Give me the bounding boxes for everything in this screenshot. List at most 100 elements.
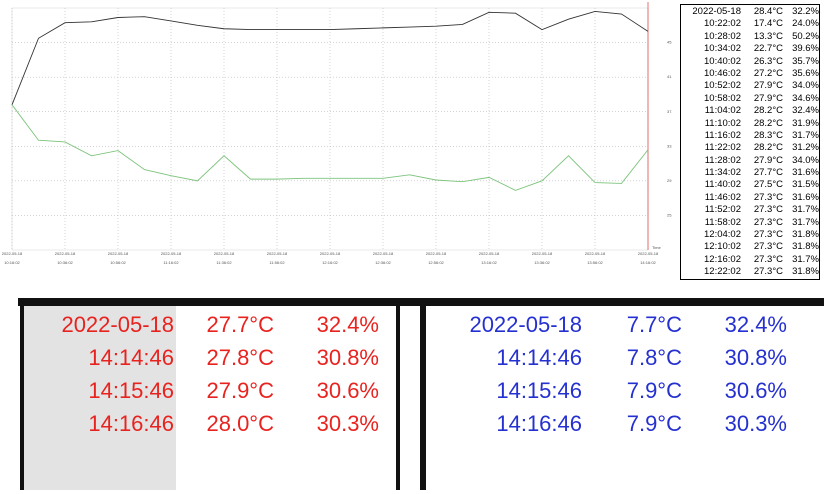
log-cell: 31.7% bbox=[792, 204, 819, 216]
log-cell: 31.7% bbox=[792, 253, 819, 265]
panel-right: 2022-05-18 7.7°C 32.4% 14:14:46 7.8°C 30.8% 14… bbox=[420, 306, 824, 490]
log-row: 10:46:02 27.2°C 35.6% bbox=[685, 68, 819, 80]
log-cell: 12:22:02 bbox=[704, 266, 741, 278]
log-row: 11:22:02 28.2°C 31.2% bbox=[685, 142, 819, 154]
panel-cell: 27.8°C bbox=[206, 345, 274, 370]
log-cell: 34.0% bbox=[792, 154, 819, 166]
x-tick-label: 13:56:02 bbox=[587, 260, 603, 265]
panel-cell: 32.4% bbox=[316, 312, 379, 337]
log-row: 10:52:02 27.9°C 34.0% bbox=[685, 80, 819, 92]
log-cell: 27.3°C bbox=[753, 191, 783, 203]
log-cell: 39.6% bbox=[792, 43, 819, 55]
panel-cell: 14:16:46 bbox=[496, 411, 582, 436]
panel-row: 14:16:46 28.0°C 30.3% bbox=[24, 409, 379, 439]
log-row: 12:10:02 27.3°C 31.8% bbox=[685, 241, 819, 253]
x-axis-label: Time bbox=[652, 245, 662, 250]
log-cell: 32.2% bbox=[792, 6, 819, 17]
log-cell: 31.2% bbox=[792, 142, 819, 154]
panel-cell: 14:15:46 bbox=[496, 378, 582, 403]
log-cell: 27.3°C bbox=[753, 253, 783, 265]
log-row: 10:58:02 27.9°C 34.6% bbox=[685, 93, 819, 105]
log-row: 11:46:02 27.3°C 31.6% bbox=[685, 192, 819, 204]
log-row: 11:34:02 27.7°C 31.6% bbox=[685, 167, 819, 179]
log-cell: 27.3°C bbox=[753, 266, 783, 278]
log-cell: 11:58:02 bbox=[704, 216, 741, 228]
log-row: 10:34:02 22.7°C 39.6% bbox=[685, 43, 819, 55]
panel-cell: 28.0°C bbox=[206, 411, 274, 436]
panel-cell: 14:14:46 bbox=[88, 345, 174, 370]
log-cell: 27.9°C bbox=[753, 80, 783, 92]
log-row: 10:40:02 26.3°C 35.7% bbox=[685, 56, 819, 68]
panel-cell: 2022-05-18 bbox=[61, 312, 174, 337]
log-cell: 11:46:02 bbox=[704, 191, 741, 203]
log-cell: 11:40:02 bbox=[704, 179, 741, 191]
log-cell: 31.6% bbox=[792, 167, 819, 179]
log-cell: 31.7% bbox=[792, 129, 819, 141]
log-cell: 27.3°C bbox=[753, 229, 783, 241]
log-cell: 27.3°C bbox=[753, 204, 783, 216]
log-cell: 11:16:02 bbox=[704, 129, 741, 141]
panel-row: 14:14:46 27.8°C 30.8% bbox=[24, 343, 379, 373]
log-cell: 27.9°C bbox=[753, 92, 783, 104]
divider bbox=[18, 298, 824, 306]
log-cell: 11:22:02 bbox=[704, 142, 741, 154]
x-tick-date: 2022-05-18 bbox=[161, 251, 182, 256]
panel-cell: 7.8°C bbox=[626, 345, 682, 370]
log-row: 10:28:02 13.3°C 50.2% bbox=[685, 31, 819, 43]
log-cell: 27.5°C bbox=[753, 179, 783, 191]
log-row: 10:22:02 17.4°C 24.0% bbox=[685, 18, 819, 30]
log-cell: 10:46:02 bbox=[704, 67, 741, 79]
y2-tick-label: 25.0 bbox=[667, 212, 672, 217]
x-tick-label: 12:16:02 bbox=[322, 260, 338, 265]
x-tick-label: 10:16:02 bbox=[4, 260, 20, 265]
x-tick-label: 11:16:02 bbox=[163, 260, 179, 265]
panel-cell: 30.3% bbox=[316, 411, 379, 436]
log-cell: 28.2°C bbox=[753, 105, 783, 117]
x-tick-label: 10:36:02 bbox=[57, 260, 73, 265]
x-tick-date: 2022-05-18 bbox=[479, 251, 500, 256]
log-cell: 31.5% bbox=[792, 179, 819, 191]
log-cell: 28.2°C bbox=[753, 142, 783, 154]
log-row: 2022-05-18 28.4°C 32.2% bbox=[685, 6, 819, 18]
y2-tick-label: 37.0 bbox=[667, 109, 672, 114]
log-cell: 31.8% bbox=[792, 241, 819, 253]
log-cell: 11:28:02 bbox=[704, 154, 741, 166]
log-cell: 12:10:02 bbox=[704, 241, 741, 253]
x-tick-label: 11:36:02 bbox=[216, 260, 232, 265]
x-tick-date: 2022-05-18 bbox=[267, 251, 288, 256]
shade bbox=[24, 306, 176, 490]
log-cell: 31.6% bbox=[792, 191, 819, 203]
log-cell: 27.2°C bbox=[753, 67, 783, 79]
log-cell: 17.4°C bbox=[753, 18, 783, 30]
log-row: 12:04:02 27.3°C 31.8% bbox=[685, 229, 819, 241]
x-tick-date: 2022-05-18 bbox=[373, 251, 394, 256]
log-cell: 12:04:02 bbox=[704, 229, 741, 241]
panel-cell: 27.7°C bbox=[206, 312, 274, 337]
log-cell: 10:28:02 bbox=[704, 30, 741, 42]
log-cell: 27.3°C bbox=[753, 216, 783, 228]
log-cell: 11:04:02 bbox=[704, 105, 741, 117]
y2-tick-label: 45.0 bbox=[667, 40, 672, 45]
panel-row: 14:15:46 27.9°C 30.6% bbox=[24, 376, 379, 406]
x-tick-date: 2022-05-18 bbox=[532, 251, 553, 256]
log-cell: 11:52:02 bbox=[704, 204, 741, 216]
log-cell: 27.3°C bbox=[753, 241, 783, 253]
x-tick-label: 12:56:02 bbox=[428, 260, 444, 265]
panel-cell: 7.9°C bbox=[626, 378, 682, 403]
x-tick-date: 2022-05-18 bbox=[585, 251, 606, 256]
log-row: 11:58:02 27.3°C 31.7% bbox=[685, 217, 819, 229]
panel-cell: 14:14:46 bbox=[496, 345, 582, 370]
log-row: 11:10:02 28.2°C 31.9% bbox=[685, 118, 819, 130]
x-tick-date: 2022-05-18 bbox=[108, 251, 129, 256]
panel-cell: 30.6% bbox=[316, 378, 379, 403]
log-cell: 10:40:02 bbox=[704, 55, 741, 67]
x-tick-label: 14:16:02 bbox=[640, 260, 656, 265]
log-row: 11:52:02 27.3°C 31.7% bbox=[685, 204, 819, 216]
y2-tick-label: 29.0 bbox=[667, 178, 672, 183]
log-cell: 10:52:02 bbox=[704, 80, 741, 92]
log-cell: 26.3°C bbox=[753, 55, 783, 67]
log-cell: 35.6% bbox=[792, 67, 819, 79]
panel-cell: 30.6% bbox=[724, 378, 787, 403]
log-cell: 11:10:02 bbox=[704, 117, 741, 129]
